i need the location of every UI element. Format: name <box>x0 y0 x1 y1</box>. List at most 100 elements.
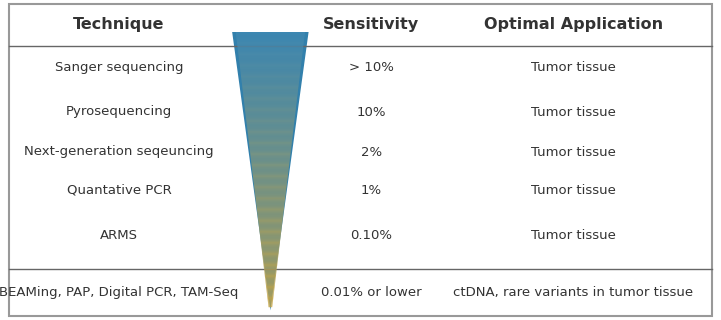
Polygon shape <box>242 85 298 86</box>
Polygon shape <box>262 249 279 250</box>
Polygon shape <box>258 220 283 221</box>
Polygon shape <box>262 254 278 255</box>
Polygon shape <box>239 55 302 56</box>
Polygon shape <box>250 156 291 157</box>
Polygon shape <box>243 93 298 94</box>
Polygon shape <box>257 204 284 205</box>
Polygon shape <box>266 288 275 289</box>
Polygon shape <box>254 181 287 182</box>
Text: Pyrosequencing: Pyrosequencing <box>66 106 172 118</box>
Polygon shape <box>263 261 278 262</box>
Polygon shape <box>247 126 293 127</box>
Text: Tumor tissue: Tumor tissue <box>531 146 616 158</box>
Polygon shape <box>265 279 275 280</box>
Polygon shape <box>260 235 280 236</box>
Polygon shape <box>247 129 293 130</box>
Polygon shape <box>246 118 295 119</box>
Polygon shape <box>245 108 296 109</box>
Polygon shape <box>252 162 289 163</box>
Polygon shape <box>267 297 273 298</box>
Polygon shape <box>257 211 283 212</box>
Polygon shape <box>242 89 298 90</box>
Polygon shape <box>260 240 280 241</box>
Polygon shape <box>266 287 275 288</box>
Polygon shape <box>252 167 289 168</box>
Polygon shape <box>239 65 301 66</box>
Polygon shape <box>262 253 278 254</box>
Polygon shape <box>241 77 300 78</box>
Polygon shape <box>250 154 291 155</box>
Polygon shape <box>238 53 303 54</box>
Polygon shape <box>265 275 276 276</box>
Polygon shape <box>249 145 291 146</box>
Polygon shape <box>259 223 282 224</box>
Polygon shape <box>246 119 295 120</box>
Polygon shape <box>257 212 283 213</box>
Polygon shape <box>257 216 283 217</box>
Polygon shape <box>236 39 304 40</box>
Polygon shape <box>264 269 277 270</box>
Polygon shape <box>243 95 298 96</box>
Polygon shape <box>242 82 299 83</box>
Polygon shape <box>265 273 276 274</box>
Polygon shape <box>255 191 286 192</box>
Polygon shape <box>260 232 281 233</box>
Polygon shape <box>239 56 302 57</box>
Polygon shape <box>253 179 288 180</box>
Polygon shape <box>264 270 277 271</box>
Polygon shape <box>255 194 286 195</box>
Polygon shape <box>246 115 295 116</box>
Polygon shape <box>259 228 282 229</box>
Polygon shape <box>239 59 302 60</box>
Polygon shape <box>249 139 292 140</box>
Text: Technique: Technique <box>74 17 164 31</box>
Polygon shape <box>267 294 274 295</box>
Text: 0.01% or lower: 0.01% or lower <box>321 286 422 299</box>
Polygon shape <box>253 174 288 175</box>
Polygon shape <box>255 197 286 198</box>
Polygon shape <box>240 69 301 70</box>
Polygon shape <box>255 187 286 188</box>
Polygon shape <box>245 109 296 110</box>
Polygon shape <box>245 113 296 114</box>
Polygon shape <box>236 40 304 41</box>
Polygon shape <box>265 278 275 279</box>
Polygon shape <box>244 97 297 98</box>
Polygon shape <box>266 285 275 286</box>
Polygon shape <box>252 170 288 171</box>
Text: Quantative PCR: Quantative PCR <box>66 184 172 197</box>
Polygon shape <box>247 130 293 131</box>
Polygon shape <box>261 245 280 246</box>
Polygon shape <box>243 92 298 93</box>
Polygon shape <box>262 258 278 259</box>
Polygon shape <box>263 264 278 265</box>
Polygon shape <box>242 86 298 87</box>
Polygon shape <box>265 280 275 281</box>
Polygon shape <box>264 265 277 266</box>
Polygon shape <box>246 117 295 118</box>
Polygon shape <box>248 134 293 135</box>
Polygon shape <box>237 44 304 45</box>
Polygon shape <box>244 100 297 101</box>
Polygon shape <box>259 227 282 228</box>
Polygon shape <box>254 182 287 183</box>
Polygon shape <box>239 60 301 61</box>
Polygon shape <box>260 234 281 235</box>
Polygon shape <box>267 300 273 301</box>
Polygon shape <box>257 213 283 214</box>
Polygon shape <box>237 46 304 47</box>
Polygon shape <box>256 201 285 202</box>
Polygon shape <box>267 291 274 292</box>
Polygon shape <box>267 290 274 291</box>
Text: Tumor tissue: Tumor tissue <box>531 229 616 242</box>
Polygon shape <box>249 146 291 147</box>
Polygon shape <box>247 128 293 129</box>
Polygon shape <box>236 38 304 39</box>
Text: Sanger sequencing: Sanger sequencing <box>55 61 183 74</box>
Polygon shape <box>247 125 294 126</box>
Polygon shape <box>260 230 281 231</box>
Polygon shape <box>262 250 279 251</box>
Polygon shape <box>251 157 290 158</box>
Polygon shape <box>267 295 273 296</box>
Polygon shape <box>247 124 294 125</box>
